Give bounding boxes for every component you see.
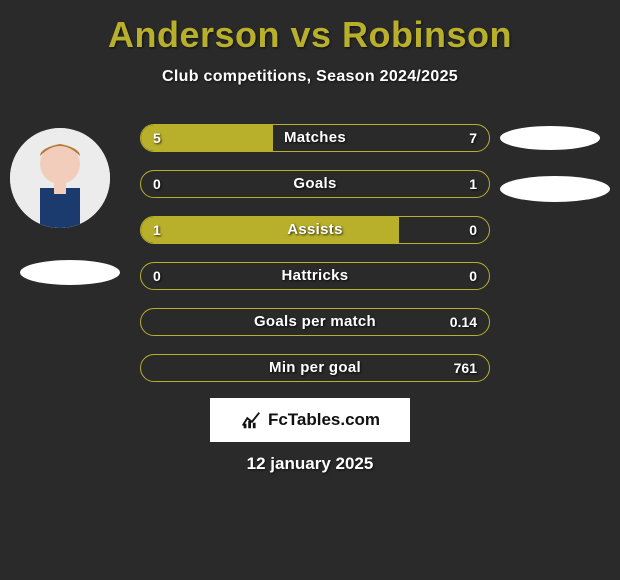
stat-label: Min per goal — [141, 355, 489, 381]
site-badge: FcTables.com — [210, 398, 410, 442]
site-badge-text: FcTables.com — [268, 410, 380, 430]
stat-bars-container: 57Matches 01Goals 10Assists 00Hattricks 0.14… — [140, 124, 490, 400]
stat-row: 761Min per goal — [140, 354, 490, 382]
stat-label: Goals — [141, 171, 489, 197]
player-right-avatar-placeholder — [500, 126, 600, 150]
stat-label: Hattricks — [141, 263, 489, 289]
page-subtitle: Club competitions, Season 2024/2025 — [0, 68, 620, 86]
stat-row: 0.14Goals per match — [140, 308, 490, 336]
stat-label: Assists — [141, 217, 489, 243]
stat-row: 01Goals — [140, 170, 490, 198]
player-left-avatar — [10, 128, 110, 228]
stat-label: Goals per match — [141, 309, 489, 335]
player-right-club-logo — [500, 176, 610, 202]
chart-icon — [240, 409, 262, 431]
player-left-club-logo — [20, 260, 120, 285]
stat-label: Matches — [141, 125, 489, 151]
page-title: Anderson vs Robinson — [0, 0, 620, 56]
stat-row: 00Hattricks — [140, 262, 490, 290]
footer-date: 12 january 2025 — [0, 454, 620, 474]
stat-row: 57Matches — [140, 124, 490, 152]
stat-row: 10Assists — [140, 216, 490, 244]
